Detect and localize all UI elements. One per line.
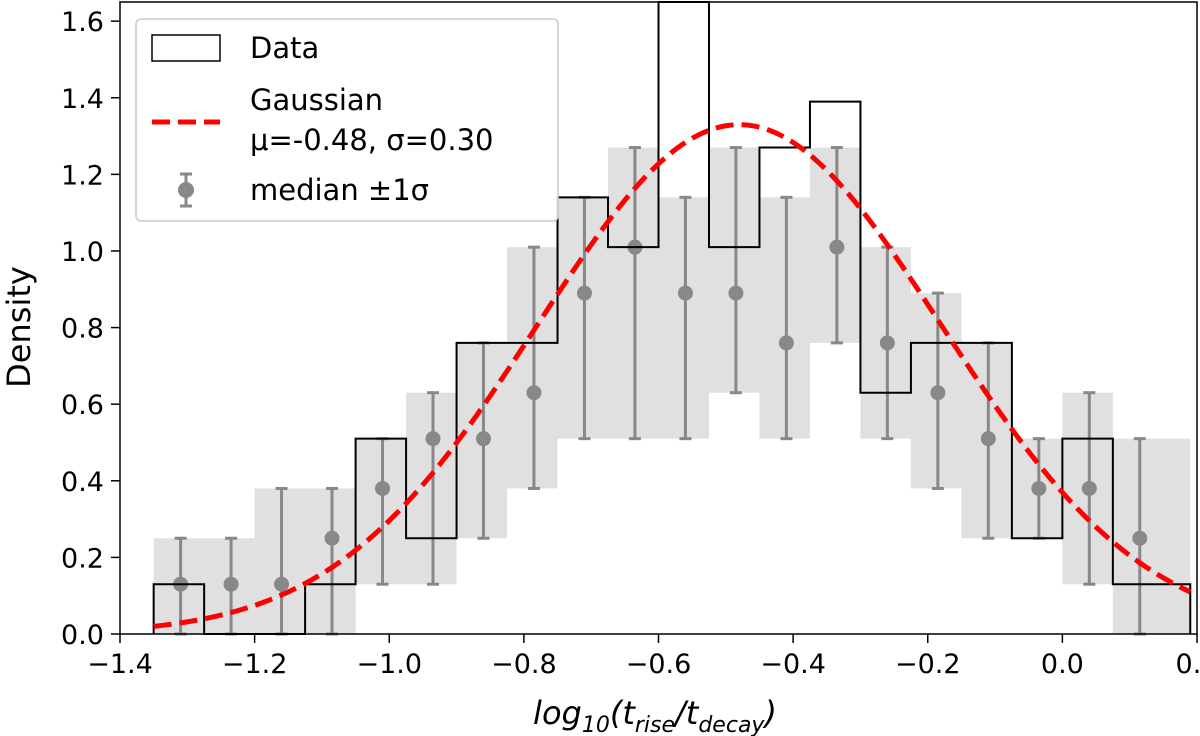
band-segment (658, 197, 709, 439)
legend-median-label: median ±1σ (250, 173, 429, 207)
median-point (1132, 530, 1148, 546)
x-tick-label: −1.0 (356, 649, 422, 680)
band-segment (406, 392, 457, 585)
legend-data-swatch (151, 34, 221, 62)
y-tick-label: 1.4 (61, 84, 104, 115)
x-tick-label: 0.2 (1176, 649, 1200, 680)
median-point (576, 285, 592, 301)
band-segment (1163, 438, 1191, 634)
legend-median-swatch-dot (178, 182, 194, 198)
median-point (324, 530, 340, 546)
x-tick-label: −1.2 (222, 649, 288, 680)
median-point (879, 335, 895, 351)
median-point (778, 335, 794, 351)
x-tick-label: −0.6 (626, 649, 692, 680)
legend-gaussian-params: μ=-0.48, σ=0.30 (250, 123, 493, 157)
x-tick-label: −0.2 (895, 649, 961, 680)
median-point (526, 385, 542, 401)
median-errorbars (173, 146, 1148, 636)
band-segment (507, 247, 558, 489)
x-axis-label: log10(trise/tdecay) (533, 694, 777, 736)
x-axis-ticks: −1.4 −1.2 −1.0 −0.8 −0.6 −0.4 −0.2 0.0 0.2 (87, 634, 1200, 680)
x-tick-label: −1.4 (87, 649, 153, 680)
legend-gaussian-label: Gaussian (250, 83, 383, 117)
y-tick-label: 0.0 (61, 620, 104, 651)
x-tick-label: −0.8 (491, 649, 557, 680)
uncertainty-band (153, 147, 1191, 634)
x-tick-label: −0.4 (760, 649, 826, 680)
legend: Data Gaussian μ=-0.48, σ=0.30 median ±1σ (135, 18, 559, 222)
y-axis-label: Density (0, 266, 38, 388)
band-segment (708, 147, 760, 393)
median-point (425, 431, 441, 447)
y-axis-ticks: 0.0 0.2 0.4 0.6 0.8 1.0 1.2 1.4 1.6 (61, 7, 120, 651)
band-segment (305, 488, 356, 634)
median-point (375, 480, 391, 496)
y-tick-label: 1.0 (61, 237, 104, 268)
y-tick-label: 0.4 (61, 467, 104, 498)
median-point (677, 285, 693, 301)
legend-box (135, 18, 559, 222)
band-segment (557, 197, 609, 439)
median-point (475, 431, 491, 447)
y-tick-label: 1.6 (61, 7, 104, 38)
median-point (1031, 480, 1047, 496)
band-segment (254, 488, 306, 634)
median-point (980, 431, 996, 447)
median-point (829, 239, 845, 255)
band-segment (608, 147, 659, 439)
legend-data-label: Data (250, 31, 319, 65)
y-tick-label: 0.8 (61, 314, 104, 345)
median-point (930, 385, 946, 401)
gaussian-fit-curve (153, 122, 1192, 629)
median-point (223, 576, 239, 592)
median-point (1081, 480, 1097, 496)
y-tick-label: 0.2 (61, 543, 104, 574)
band-segment (759, 197, 810, 439)
y-tick-label: 1.2 (61, 160, 104, 191)
median-point (274, 576, 290, 592)
median-point (728, 285, 744, 301)
y-tick-label: 0.6 (61, 390, 104, 421)
x-tick-label: 0.0 (1041, 649, 1084, 680)
